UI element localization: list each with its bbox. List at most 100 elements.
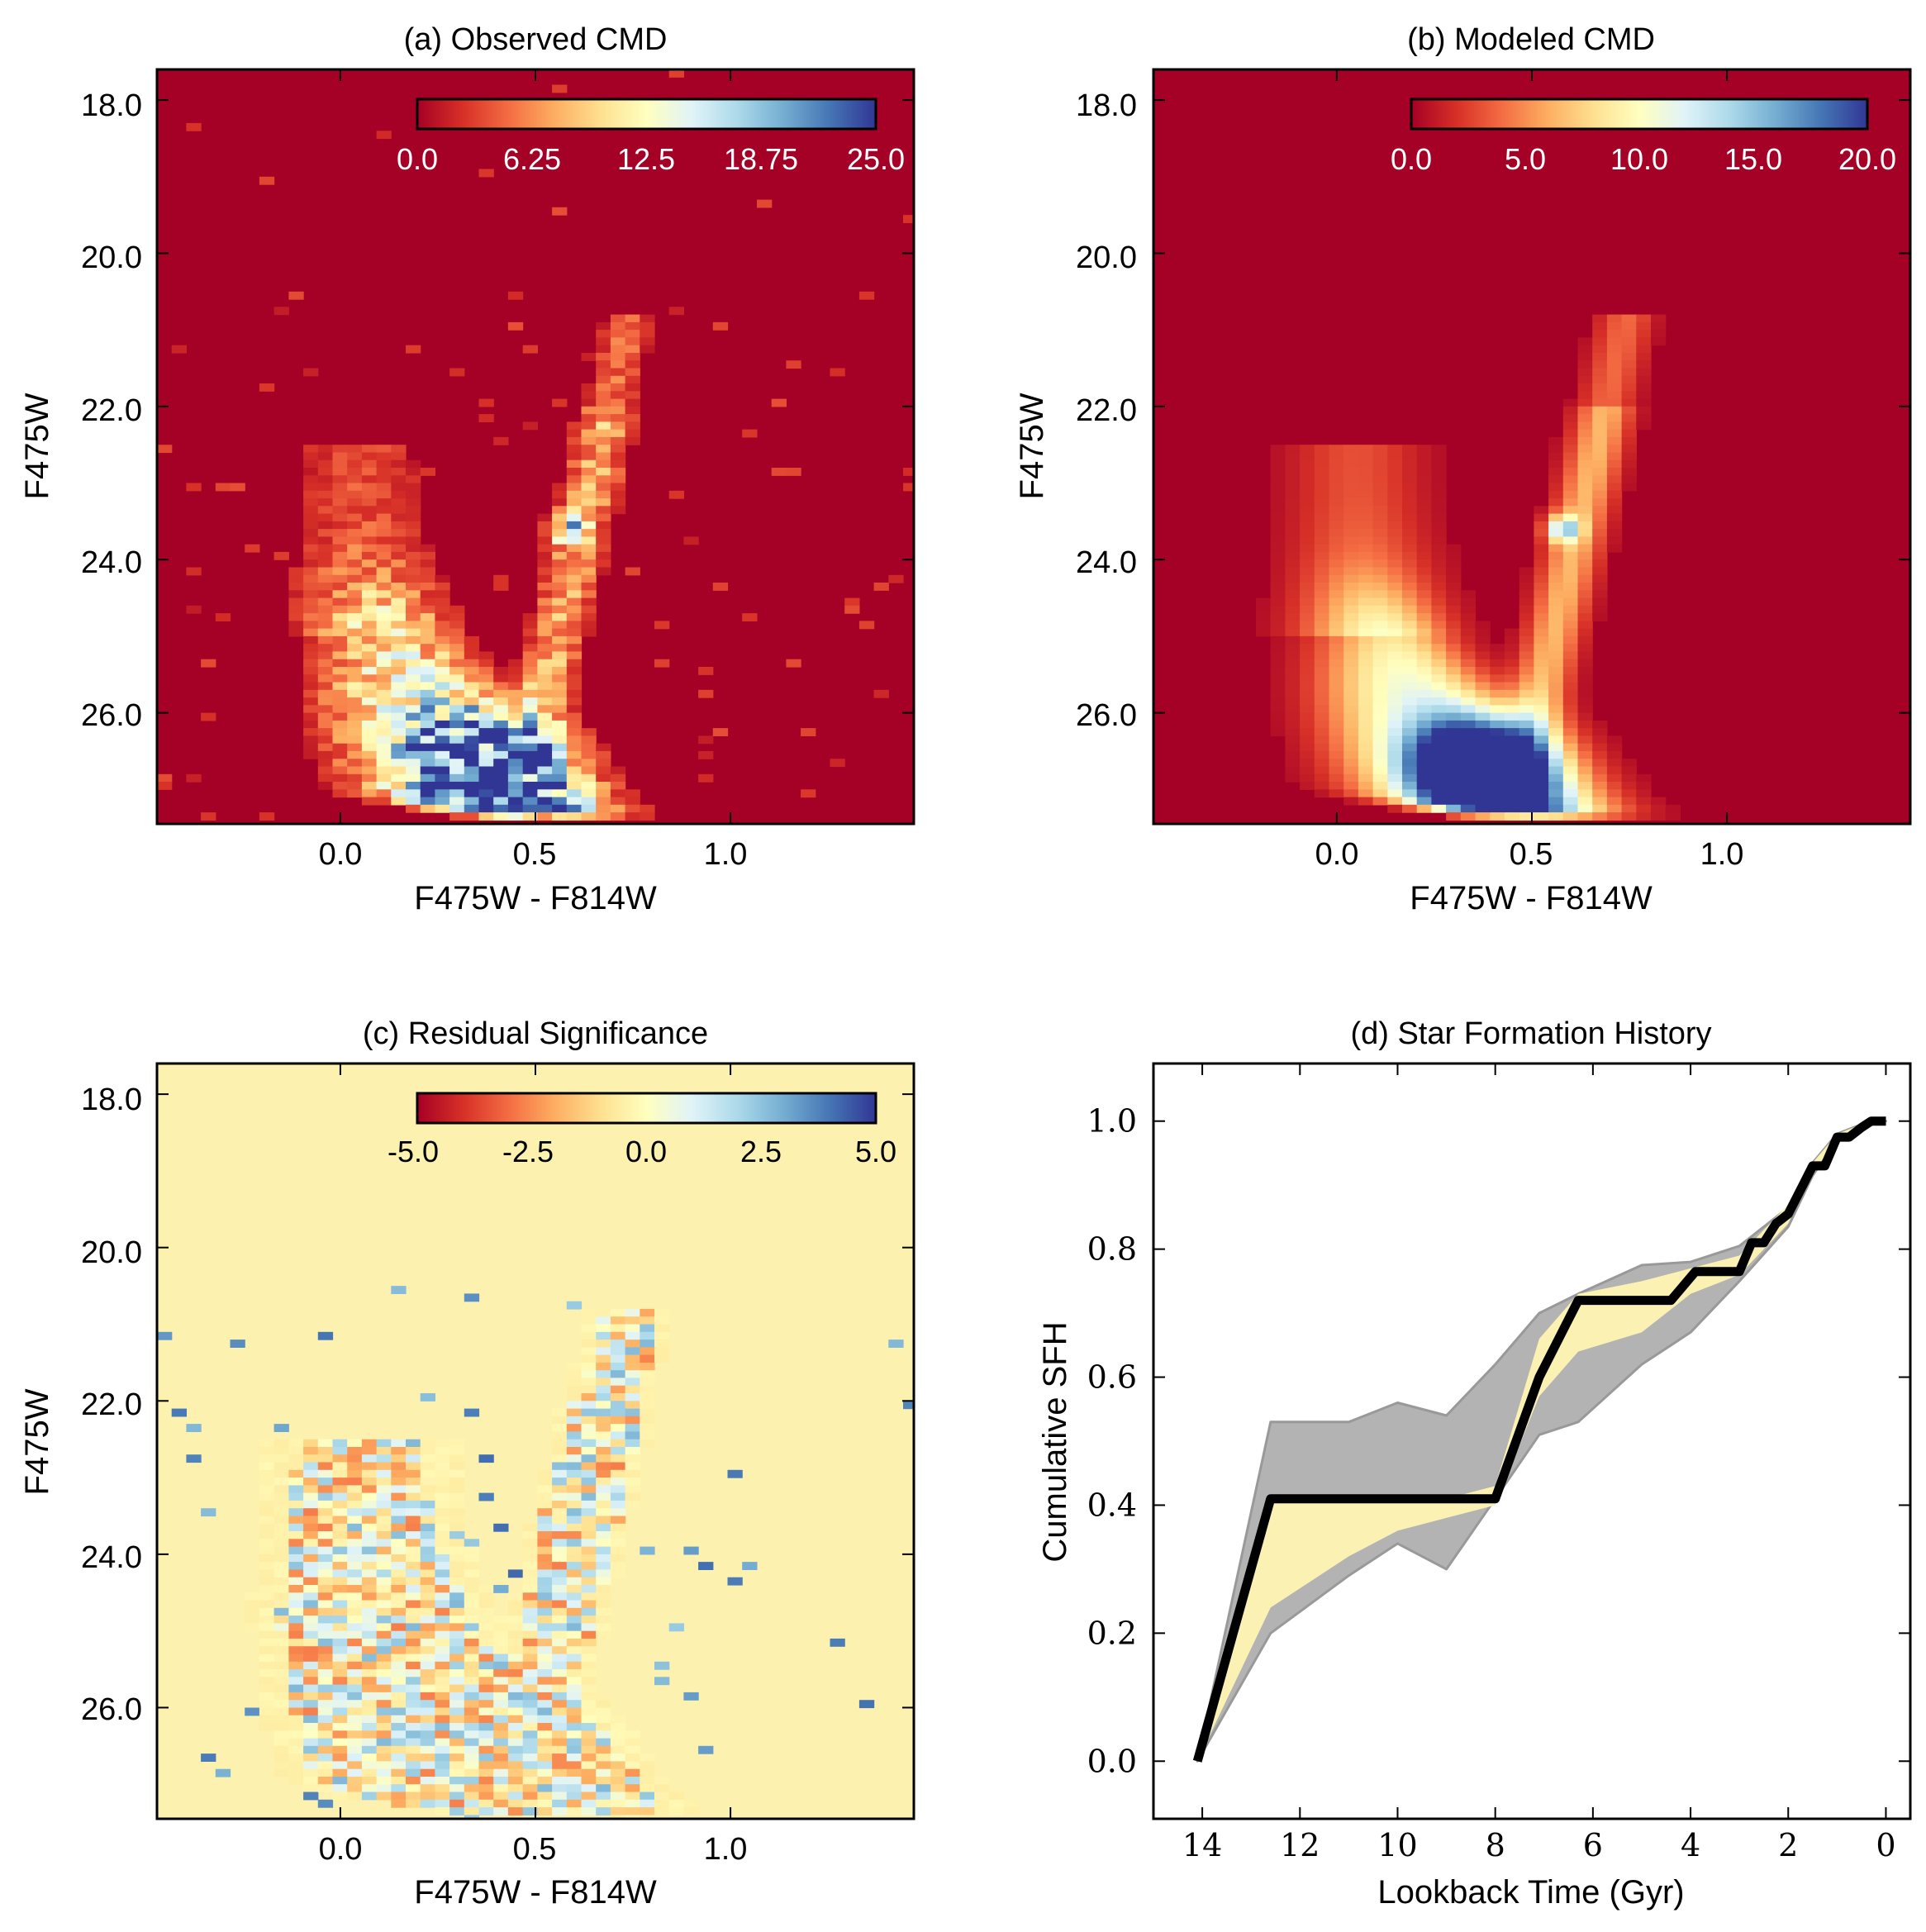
heatmap-cell [420, 1677, 435, 1686]
heatmap-cell [1577, 697, 1593, 706]
heatmap-cell [1358, 597, 1374, 607]
heatmap-cell [1534, 513, 1549, 522]
heatmap-cell [1285, 490, 1301, 499]
heatmap-cell [1314, 613, 1330, 621]
heatmap-cell [596, 353, 611, 361]
heatmap-cell [317, 1607, 334, 1616]
heatmap-cell [1270, 452, 1286, 461]
heatmap-cell [1592, 391, 1608, 400]
heatmap-cell [596, 1331, 611, 1340]
heatmap-cell [1358, 490, 1374, 499]
heatmap-cell [259, 176, 275, 185]
heatmap-cell [391, 1577, 407, 1586]
heatmap-cell [303, 1531, 319, 1539]
heatmap-cell [873, 583, 889, 591]
heatmap-cell [1343, 682, 1359, 691]
heatmap-cell [552, 1585, 568, 1593]
heatmap-cell [406, 743, 421, 752]
heatmap-cell [552, 1700, 568, 1709]
heatmap-cell [273, 1768, 289, 1777]
random-uncertainty-band [1197, 1121, 1886, 1762]
heatmap-cell [566, 459, 583, 469]
heatmap-cell [376, 621, 392, 630]
heatmap-cell [522, 1738, 538, 1747]
heatmap-cell [1358, 797, 1374, 806]
heatmap-cell [610, 1424, 626, 1432]
heatmap-cell [303, 720, 319, 729]
heatmap-cell [1343, 536, 1359, 545]
heatmap-cell [347, 597, 363, 607]
heatmap-cell [303, 1707, 319, 1716]
heatmap-cell [1577, 414, 1593, 422]
heatmap-cell [449, 1677, 465, 1686]
heatmap-cell [537, 521, 553, 530]
heatmap-cell [171, 345, 187, 354]
heatmap-cell [1577, 513, 1593, 522]
heatmap-cell [552, 521, 568, 530]
heatmap-cell [581, 1508, 597, 1517]
heatmap-cell [1372, 536, 1388, 545]
heatmap-cell [625, 1745, 640, 1754]
heatmap-cell [1416, 498, 1432, 507]
heatmap-cell [1504, 797, 1520, 806]
heatmap-cell [420, 1777, 435, 1785]
heatmap-cell [654, 1792, 670, 1801]
heatmap-cell [1402, 628, 1418, 637]
heatmap-cell [625, 1492, 640, 1501]
heatmap-cell [361, 621, 378, 630]
heatmap-cell [1446, 659, 1462, 668]
heatmap-cell [566, 1401, 583, 1410]
heatmap-cell [288, 1768, 304, 1777]
heatmap-cell [1343, 728, 1359, 736]
heatmap-cell [581, 1607, 597, 1616]
heatmap-cell [581, 475, 597, 484]
heatmap-cell [1372, 728, 1388, 736]
heatmap-cell [435, 1738, 450, 1747]
heatmap-cell [303, 1600, 319, 1609]
heatmap-cell [1534, 705, 1549, 714]
heatmap-cell [1606, 330, 1623, 338]
heatmap-cell [1606, 773, 1623, 783]
heatmap-cell [435, 667, 450, 675]
heatmap-cell [303, 1616, 319, 1624]
heatmap-cell [1431, 605, 1447, 614]
heatmap-cell [566, 1738, 583, 1747]
heatmap-cell [566, 812, 583, 821]
heatmap-cell [596, 1531, 611, 1539]
heatmap-cell [406, 1723, 421, 1731]
heatmap-cell [1562, 513, 1579, 522]
heatmap-cell [1548, 498, 1564, 507]
heatmap-cell [1534, 804, 1549, 813]
heatmap-cell [435, 1607, 450, 1616]
heatmap-cell [376, 544, 392, 553]
heatmap-cell [464, 1646, 480, 1655]
heatmap-cell [391, 1523, 407, 1532]
heatmap-cell [596, 812, 611, 821]
x-axis-label-c: F475W - F814W [414, 1874, 657, 1911]
heatmap-cell [1372, 782, 1388, 790]
heatmap-cell [1475, 797, 1491, 806]
heatmap-cell [1562, 590, 1579, 599]
heatmap-cell [259, 1546, 275, 1555]
heatmap-cell [552, 712, 568, 721]
heatmap-cell [420, 1669, 435, 1677]
heatmap-cell [596, 1585, 611, 1593]
heatmap-cell [1358, 720, 1374, 729]
heatmap-cell [1300, 506, 1315, 515]
heatmap-cell [449, 1784, 465, 1793]
heatmap-cell [478, 1677, 494, 1686]
heatmap-cell [537, 1799, 553, 1808]
heatmap-cell [830, 759, 845, 768]
heatmap-cell [537, 1707, 553, 1716]
heatmap-cell [1621, 368, 1637, 377]
heatmap-cell [640, 1401, 655, 1410]
heatmap-cell [1534, 506, 1549, 515]
heatmap-cell [552, 605, 568, 614]
heatmap-cell [1490, 674, 1505, 683]
heatmap-cell [1270, 705, 1286, 714]
heatmap-cell [1577, 583, 1593, 591]
heatmap-cell [449, 1607, 465, 1616]
heatmap-cell [596, 445, 611, 454]
heatmap-cell [1431, 697, 1447, 706]
heatmap-cell [1431, 475, 1447, 484]
